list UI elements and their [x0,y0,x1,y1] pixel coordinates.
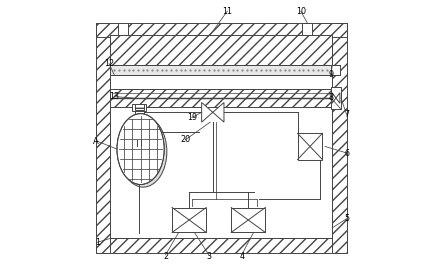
Text: 10: 10 [296,7,306,16]
Text: 7: 7 [344,110,349,119]
Ellipse shape [119,116,167,187]
Bar [331,65,340,75]
Text: 1: 1 [95,238,100,247]
Text: 9: 9 [329,70,333,79]
Polygon shape [332,93,336,103]
Text: 8: 8 [329,93,333,102]
Bar [111,37,332,238]
Text: 4: 4 [239,252,244,261]
Bar [297,133,322,159]
Bar [111,89,332,107]
Text: 2: 2 [163,252,168,261]
Bar [111,75,332,89]
Text: 5: 5 [344,214,349,223]
Text: 12: 12 [104,59,114,68]
Text: 13: 13 [109,92,119,101]
Text: 6: 6 [344,149,349,158]
Text: 11: 11 [222,7,232,16]
Bar [331,87,341,109]
Bar [172,208,206,232]
Bar [111,35,332,65]
Bar [96,23,347,37]
Bar [118,23,128,35]
Polygon shape [336,93,340,103]
Text: 20: 20 [180,135,190,144]
Bar [231,208,266,232]
Text: A: A [93,137,99,146]
Bar [96,238,347,253]
Ellipse shape [117,114,164,185]
Bar [111,65,332,75]
Polygon shape [213,102,224,122]
Text: 19: 19 [187,113,197,122]
Bar [302,23,312,35]
Text: 3: 3 [206,252,211,261]
Polygon shape [202,102,213,122]
Bar [135,104,144,110]
Bar [96,23,111,253]
Bar [135,107,144,140]
Bar [332,23,347,253]
Bar [132,104,146,111]
